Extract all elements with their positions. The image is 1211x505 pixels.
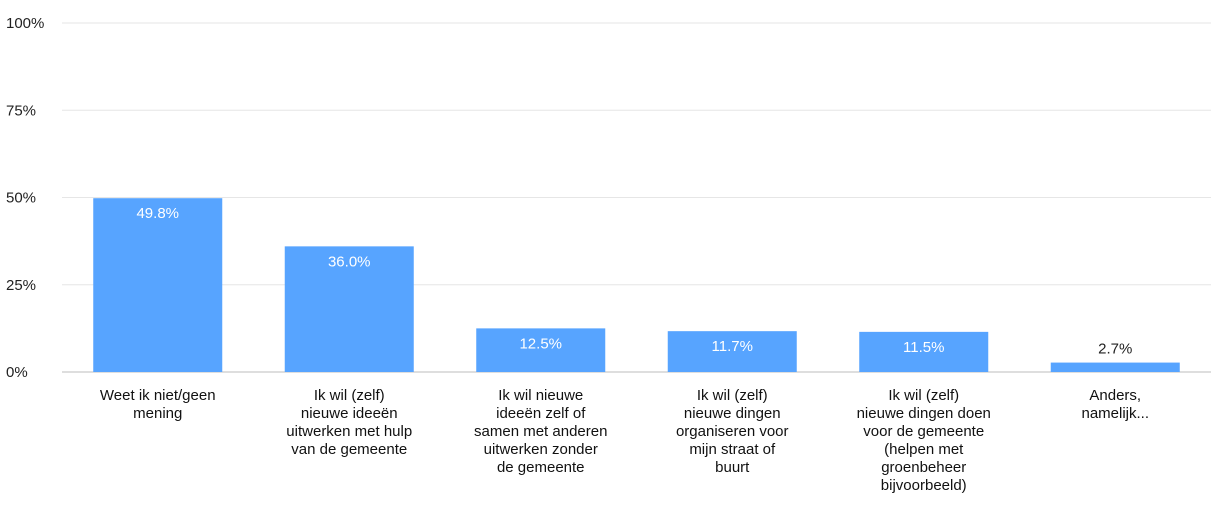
gridlines (62, 22, 1211, 373)
bar (1050, 362, 1180, 372)
x-axis-categories: Weet ik niet/geen mening Ik wil (zelf) nieu… (100, 387, 1149, 494)
y-axis-ticks: 0% 25% 50% 75% 100% (6, 15, 44, 381)
y-tick-label: 100% (6, 15, 44, 32)
category-label: Weet ik niet/geen mening (100, 387, 216, 422)
bar (667, 331, 797, 372)
y-tick-label: 50% (6, 190, 36, 207)
bar (93, 198, 223, 372)
bar (859, 331, 989, 372)
bar (284, 246, 414, 372)
bar (476, 328, 606, 372)
category-label: Anders, namelijk... (1081, 387, 1149, 422)
y-tick-label: 25% (6, 277, 36, 294)
category-label: Ik wil nieuwe ideeën zelf of samen met and… (474, 387, 607, 476)
category-label: Ik wil (zelf) nieuwe ideeën uitwerken met … (286, 387, 412, 458)
data-label: 36.0% (328, 253, 371, 270)
data-label: 2.7% (1098, 341, 1132, 358)
category-label: Ik wil (zelf) nieuwe dingen doen voor de g… (857, 387, 991, 494)
bars (93, 198, 1180, 372)
data-label: 49.8% (136, 205, 179, 222)
data-label: 11.5% (903, 339, 944, 356)
y-tick-label: 75% (6, 102, 36, 119)
data-label: 11.7% (712, 338, 753, 355)
category-label: Ik wil (zelf) nieuwe dingen organiseren vo… (676, 387, 789, 476)
y-tick-label: 0% (6, 364, 28, 381)
data-labels: 49.8% 36.0% 12.5% 11.7% 11.5% 2.7% (136, 205, 1132, 357)
data-label: 12.5% (519, 335, 562, 352)
